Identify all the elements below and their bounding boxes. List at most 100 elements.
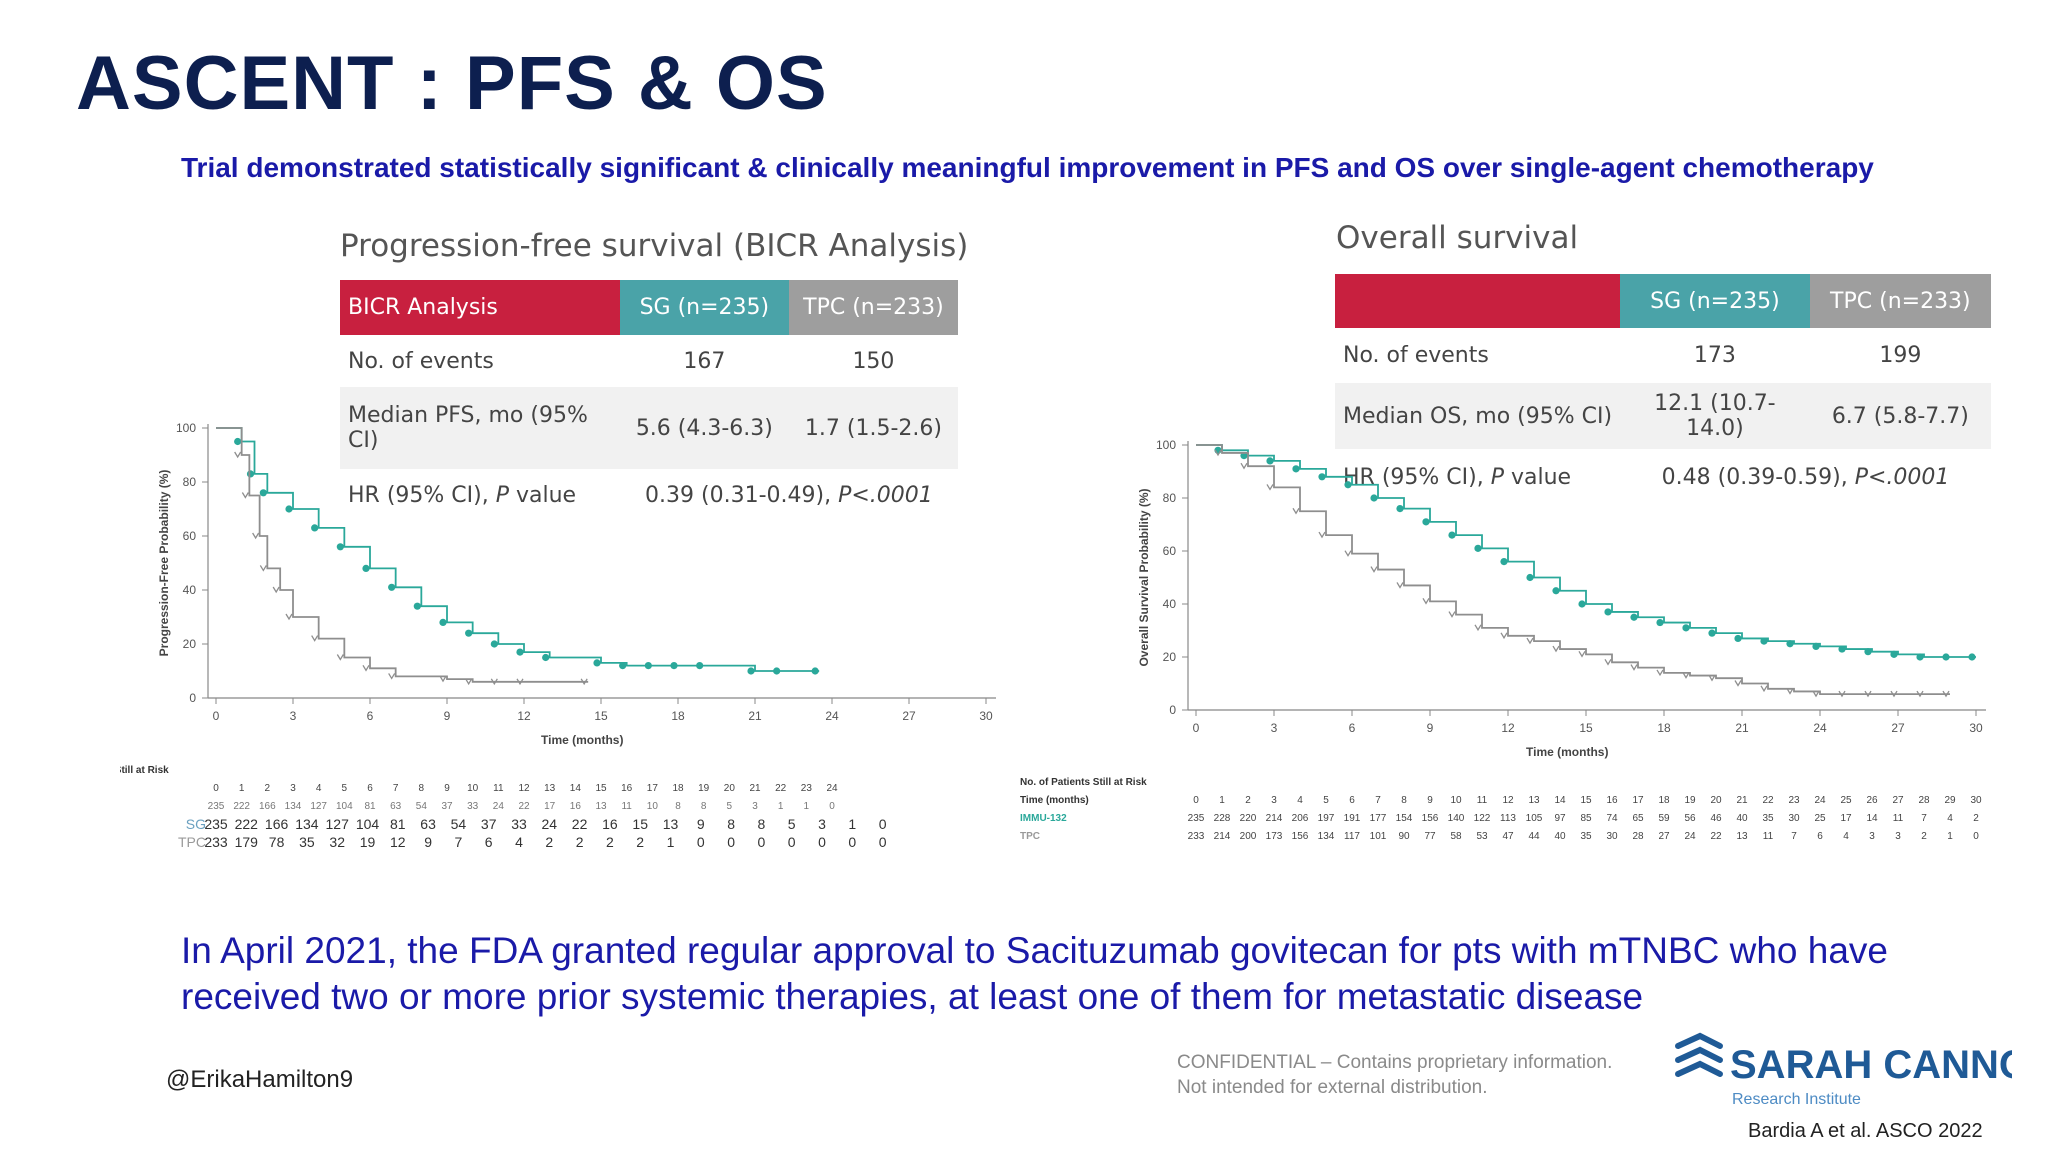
risk-count-small: 16 bbox=[570, 801, 582, 812]
censor-mark-sg bbox=[362, 564, 370, 572]
risk-time-value: 9 bbox=[1427, 795, 1433, 806]
logo-subtitle: Research Institute bbox=[1732, 1091, 1861, 1108]
pfs-hr-value: 0.39 (0.31-0.49), P<.0001 bbox=[645, 482, 933, 508]
censor-mark-tpc bbox=[1500, 632, 1508, 640]
y-axis-label: Progression-Free Probability (%) bbox=[157, 470, 171, 657]
os-header-sg: SG (n=235) bbox=[1620, 274, 1810, 328]
censor-mark-sg bbox=[1266, 457, 1274, 465]
x-tick-label: 9 bbox=[1427, 721, 1434, 735]
risk-count-sg: 37 bbox=[481, 816, 497, 832]
risk-count-tpc: 12 bbox=[390, 834, 406, 850]
risk-time-value: 21 bbox=[749, 783, 761, 794]
risk-time-value: 14 bbox=[570, 783, 582, 794]
citation: Bardia A et al. ASCO 2022 bbox=[1748, 1120, 1983, 1142]
risk-count-sg: 25 bbox=[1814, 813, 1826, 824]
censor-mark-tpc bbox=[1708, 674, 1716, 682]
censor-mark-tpc bbox=[1370, 566, 1378, 573]
pfs-row-sg: 167 bbox=[683, 348, 726, 374]
risk-time-value: 6 bbox=[367, 783, 373, 794]
twitter-handle: @ErikaHamilton9 bbox=[166, 1066, 354, 1093]
fda-approval-text: In April 2021, the FDA granted regular a… bbox=[181, 930, 1889, 1017]
risk-count-small: 10 bbox=[647, 801, 659, 812]
risk-time-value: 1 bbox=[239, 783, 245, 794]
risk-time-value: 8 bbox=[1401, 795, 1407, 806]
risk-time-value: 9 bbox=[444, 783, 450, 794]
censor-mark-tpc bbox=[1760, 685, 1768, 693]
risk-time-value: 25 bbox=[1840, 795, 1852, 806]
sarah-cannon-logo: SARAH CANNON Research Institute bbox=[1672, 1030, 2048, 1110]
risk-count-small: 8 bbox=[701, 801, 707, 812]
risk-count-tpc: 179 bbox=[235, 834, 259, 850]
risk-time-value: 5 bbox=[1323, 795, 1329, 806]
censor-mark-tpc bbox=[516, 678, 524, 686]
risk-time-value: 30 bbox=[1970, 795, 1982, 806]
risk-count-sg: 235 bbox=[204, 816, 228, 832]
risk-count-tpc: 0 bbox=[818, 834, 826, 850]
censor-mark-sg bbox=[1370, 494, 1378, 502]
risk-count-tpc: 78 bbox=[269, 834, 285, 850]
risk-count-tpc: 11 bbox=[1763, 831, 1774, 842]
km-curve-sg bbox=[1196, 444, 1976, 658]
risk-count-sg: 15 bbox=[632, 816, 648, 832]
censor-mark-sg bbox=[465, 629, 473, 637]
os-row-tpc: 199 bbox=[1879, 343, 1922, 368]
y-tick-label: 60 bbox=[1163, 544, 1177, 558]
risk-count-tpc: 214 bbox=[1214, 831, 1231, 842]
censor-mark-sg bbox=[644, 662, 652, 670]
x-tick-label: 30 bbox=[1969, 721, 1983, 735]
risk-count-sg: 30 bbox=[1788, 813, 1800, 824]
risk-count-small: 17 bbox=[544, 801, 556, 812]
risk-time-value: 2 bbox=[1245, 795, 1251, 806]
risk-count-tpc: 200 bbox=[1240, 831, 1257, 842]
risk-count-sg: 35 bbox=[1762, 813, 1774, 824]
risk-count-small: 33 bbox=[467, 801, 479, 812]
os-row-label: Median OS, mo (95% CI) bbox=[1343, 403, 1613, 429]
risk-count-tpc: 173 bbox=[1266, 831, 1283, 842]
risk-count-small: 24 bbox=[493, 801, 505, 812]
censor-mark-sg bbox=[1838, 645, 1846, 653]
risk-time-value: 27 bbox=[1892, 795, 1904, 806]
risk-count-tpc: 0 bbox=[848, 834, 856, 850]
risk-count-small: 1 bbox=[778, 801, 784, 812]
os-stats-table: SG (n=235) TPC (n=233) No. of events 173… bbox=[1335, 274, 1991, 505]
risk-count-tpc: 117 bbox=[1344, 831, 1360, 842]
censor-mark-sg bbox=[1786, 640, 1794, 648]
censor-mark-sg bbox=[1708, 629, 1716, 637]
risk-count-tpc: 30 bbox=[1606, 831, 1618, 842]
risk-count-sg: 97 bbox=[1554, 813, 1566, 824]
censor-mark-tpc bbox=[311, 635, 319, 642]
risk-count-small: 235 bbox=[208, 801, 225, 812]
risk-count-sg: 228 bbox=[1214, 813, 1231, 824]
risk-count-sg: 8 bbox=[758, 816, 766, 832]
risk-time-value: 10 bbox=[467, 783, 479, 794]
pfs-header-label: BICR Analysis bbox=[340, 280, 620, 335]
risk-count-sg: 17 bbox=[1840, 813, 1852, 824]
x-tick-label: 15 bbox=[1579, 721, 1593, 735]
risk-count-tpc: 233 bbox=[1188, 831, 1205, 842]
censor-mark-tpc bbox=[465, 678, 473, 686]
censor-mark-tpc bbox=[1682, 672, 1690, 679]
y-tick-label: 0 bbox=[189, 691, 196, 705]
risk-count-sg: 105 bbox=[1526, 813, 1543, 824]
os-row-label: No. of events bbox=[1343, 343, 1489, 368]
risk-count-tpc: 0 bbox=[788, 834, 796, 850]
risk-row-label-tpc: TPC bbox=[1020, 831, 1040, 842]
pfs-panel-title: Progression-free survival (BICR Analysis… bbox=[340, 228, 969, 264]
risk-count-small: 5 bbox=[727, 801, 733, 812]
censor-mark-sg bbox=[1682, 624, 1690, 632]
censor-mark-tpc bbox=[1916, 690, 1924, 698]
censor-mark-sg bbox=[1890, 650, 1898, 658]
risk-count-tpc: 0 bbox=[1973, 831, 1979, 842]
censor-mark-tpc bbox=[1474, 624, 1482, 632]
risk-count-tpc: 35 bbox=[1580, 831, 1592, 842]
risk-count-sg: 3 bbox=[818, 816, 826, 832]
y-tick-label: 40 bbox=[1163, 597, 1177, 611]
censor-mark-tpc bbox=[1422, 598, 1430, 605]
risk-count-sg: 85 bbox=[1580, 813, 1592, 824]
y-tick-label: 80 bbox=[183, 475, 197, 489]
risk-count-tpc: 1 bbox=[1947, 831, 1953, 842]
risk-count-tpc: 32 bbox=[329, 834, 345, 850]
risk-count-sg: 140 bbox=[1448, 813, 1465, 824]
risk-count-sg: 177 bbox=[1370, 813, 1387, 824]
risk-count-tpc: 134 bbox=[1318, 831, 1335, 842]
